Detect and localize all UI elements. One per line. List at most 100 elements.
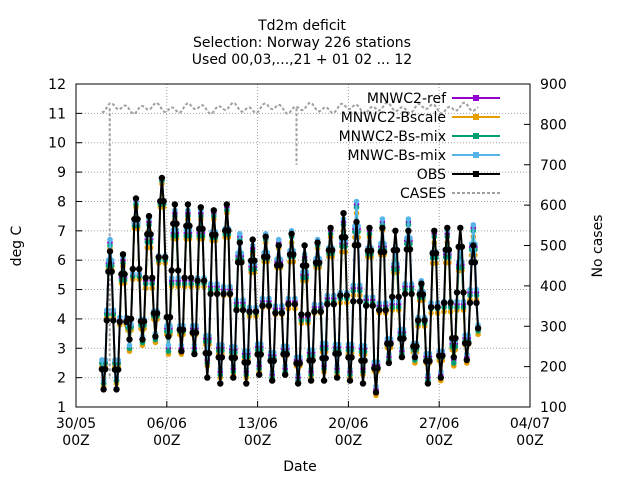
data-point-obs <box>282 371 289 378</box>
data-point-obs <box>115 366 122 373</box>
data-point-obs <box>259 302 266 309</box>
data-point-obs <box>121 270 128 278</box>
data-point-obs <box>369 302 376 309</box>
data-point-obs <box>419 291 427 298</box>
chart-title-line-1: Td2m deficit <box>257 18 346 34</box>
y2-tick-label: 800 <box>540 117 567 133</box>
data-point-obs <box>392 227 399 234</box>
data-point-obs <box>348 354 355 361</box>
legend-label-mnwc2-bscale: MNWC2-Bscale <box>341 110 446 126</box>
data-point-obs <box>265 302 273 309</box>
data-point-obs <box>450 353 457 361</box>
data-point-obs <box>116 318 124 325</box>
x-tick-label: 13/06 <box>237 416 277 432</box>
x-tick-label: 00Z <box>153 433 180 449</box>
legend-marker-mnwc-bs-mix <box>473 152 479 158</box>
y2-tick-label: 500 <box>540 239 567 255</box>
data-point-obs <box>414 317 422 324</box>
legend-marker-mnwc2-ref <box>473 95 479 101</box>
data-point-obs <box>277 262 284 269</box>
data-point-obs <box>466 299 474 306</box>
data-point-obs <box>129 265 136 273</box>
data-point-obs <box>166 314 174 321</box>
legend-marker-mnwc2-bs-mix <box>473 133 479 139</box>
data-point-obs <box>372 389 380 396</box>
series-layer <box>98 101 482 399</box>
data-point-obs <box>288 230 295 237</box>
data-point-obs <box>108 268 115 275</box>
data-point-obs <box>385 359 393 367</box>
y-tick-label: 10 <box>48 136 66 152</box>
data-point-obs <box>126 336 133 343</box>
legend-marker-mnwc2-bscale <box>473 114 479 120</box>
y-tick-label: 8 <box>57 194 66 210</box>
data-point-obs <box>110 317 117 324</box>
data-point-obs <box>342 234 349 241</box>
data-point-obs <box>317 308 324 315</box>
y-tick-label: 5 <box>57 283 66 299</box>
y2-tick-label: 700 <box>540 158 567 174</box>
data-point-obs <box>213 290 221 298</box>
data-point-obs <box>103 317 111 324</box>
data-point-obs <box>197 204 204 211</box>
data-point-obs <box>149 274 156 281</box>
data-point-obs <box>136 265 143 273</box>
data-point-obs <box>160 198 167 205</box>
data-point-obs <box>243 380 250 387</box>
data-point-obs <box>132 195 140 202</box>
y2-tick-label: 900 <box>540 77 567 93</box>
data-point-obs <box>393 247 401 254</box>
data-point-mnwc-bs-mix <box>405 216 412 222</box>
data-point-obs <box>329 247 336 254</box>
data-point-obs <box>463 356 470 364</box>
data-point-obs <box>256 371 263 378</box>
data-point-obs <box>147 231 154 238</box>
data-point-obs <box>376 306 383 314</box>
data-point-obs <box>367 247 375 254</box>
y-tick-label: 11 <box>48 106 66 122</box>
data-point-obs <box>270 357 277 364</box>
y-tick-label: 1 <box>57 400 66 416</box>
data-point-obs <box>382 306 389 314</box>
data-point-obs <box>162 254 169 261</box>
data-point-obs <box>168 267 175 274</box>
data-point-obs <box>262 233 269 240</box>
data-point-obs <box>301 242 308 249</box>
data-point-obs <box>178 348 185 355</box>
data-point-obs <box>179 326 187 333</box>
data-point-obs <box>406 246 414 253</box>
data-point-mnwc-bs-mix <box>107 236 113 243</box>
data-point-obs <box>145 212 153 220</box>
data-point-obs <box>171 201 179 208</box>
axis-ticks: 1234567891011121002003004005006007008009… <box>48 77 567 449</box>
data-point-obs <box>447 299 454 306</box>
data-point-obs <box>411 353 419 361</box>
data-point-obs <box>239 306 247 314</box>
x-tick-label: 04/07 <box>510 416 550 432</box>
data-point-mnwc-bs-mix <box>237 231 243 237</box>
data-point-obs <box>389 293 396 301</box>
y-tick-label: 6 <box>57 253 66 269</box>
data-point-obs <box>380 248 388 256</box>
data-point-obs <box>413 343 420 350</box>
y-tick-label: 3 <box>57 341 66 357</box>
x-tick-label: 00Z <box>516 433 543 449</box>
data-point-obs <box>252 308 260 315</box>
x-tick-label: 30/05 <box>56 416 96 432</box>
data-point-obs <box>155 254 162 261</box>
data-point-obs <box>199 225 206 232</box>
data-point-obs <box>330 301 337 308</box>
data-point-obs <box>205 349 213 357</box>
data-point-obs <box>335 350 342 357</box>
data-point-obs <box>272 309 279 317</box>
data-point-obs <box>186 222 193 230</box>
data-point-obs <box>119 251 127 258</box>
data-point-mnwc-bs-mix <box>275 236 282 243</box>
legend-label-cases: CASES <box>400 186 446 202</box>
legend-label-mnwc2-ref: MNWC2-ref <box>367 91 447 107</box>
data-point-mnwc-bs-mix <box>165 342 172 349</box>
data-point-obs <box>298 311 305 318</box>
y2-tick-label: 600 <box>540 198 567 214</box>
data-point-obs <box>361 357 368 364</box>
